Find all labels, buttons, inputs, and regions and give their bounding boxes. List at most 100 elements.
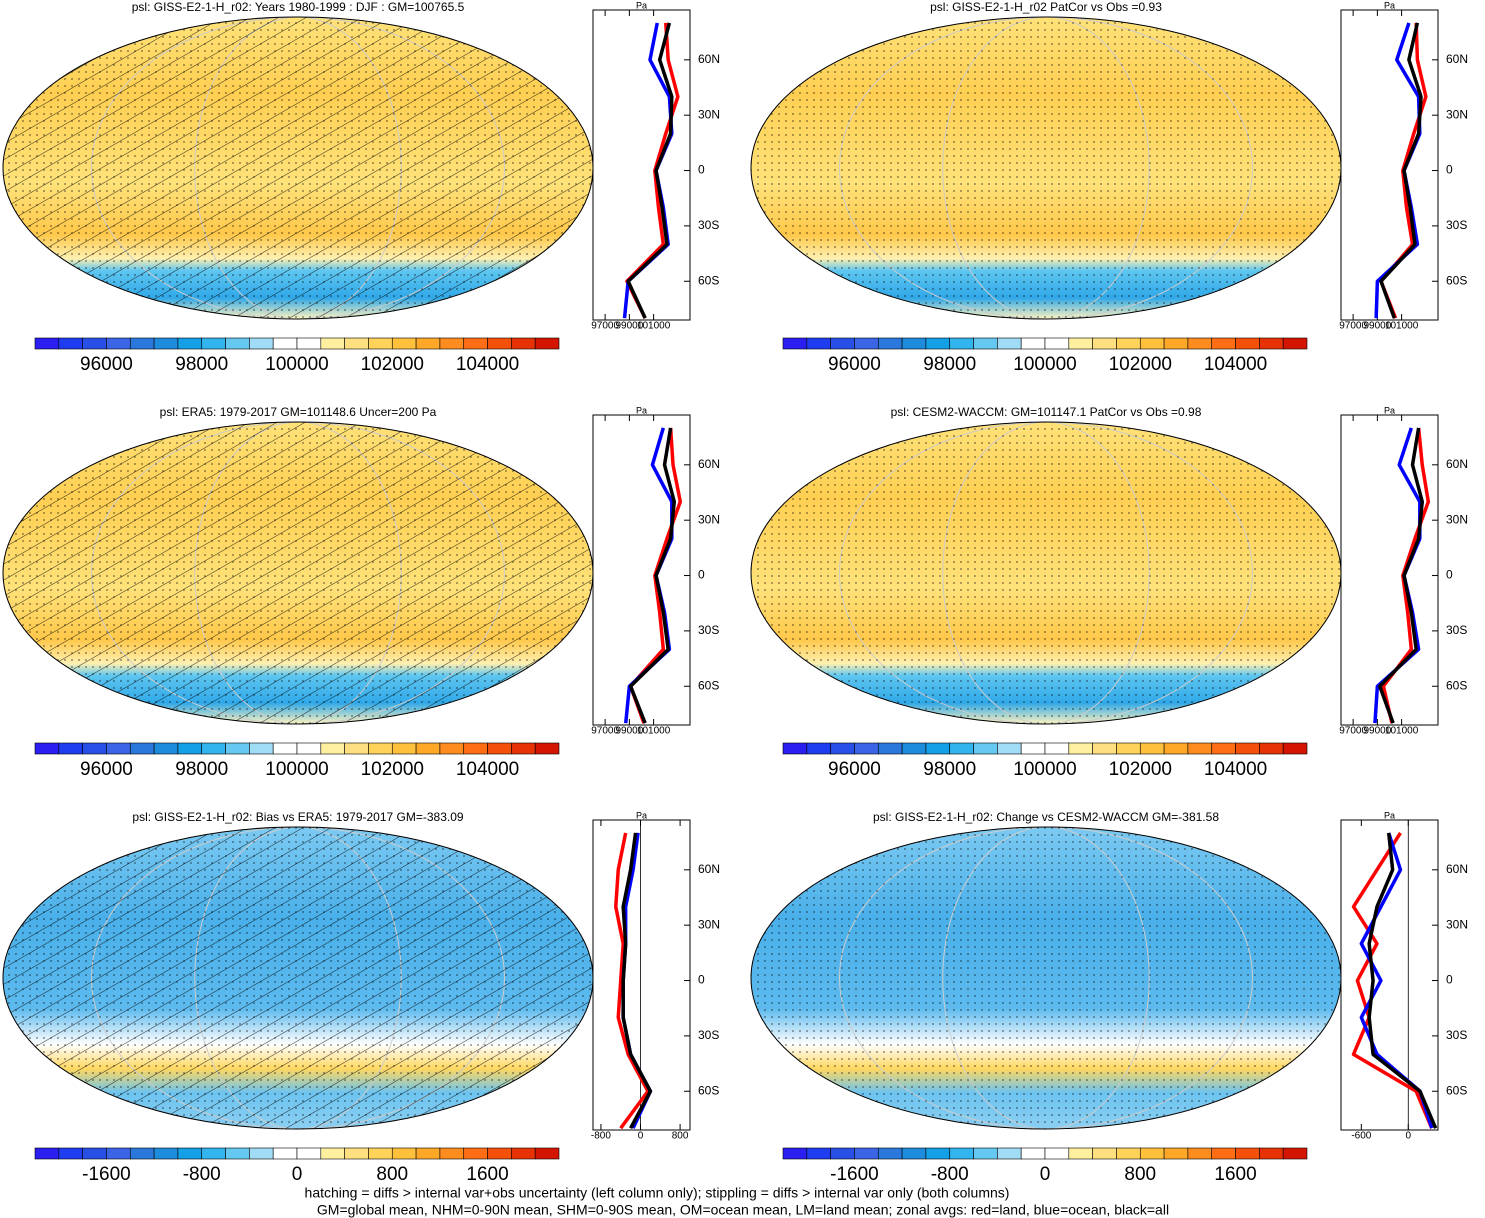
colorbar-box [1282, 337, 1308, 350]
map-hatch [3, 17, 593, 319]
colorbar-box [272, 742, 298, 755]
colorbar-box [1044, 1147, 1070, 1160]
zonal-unit: Pa [1384, 0, 1395, 10]
colorbar-box [973, 742, 998, 755]
colorbar-box [877, 337, 903, 350]
y-tick-label: 0 [698, 973, 705, 987]
colorbar-box [1163, 742, 1189, 755]
colorbar-box [391, 337, 417, 350]
colorbar-box [249, 337, 274, 350]
panel-title: psl: GISS-E2-1-H_r02: Bias vs ERA5: 1979… [132, 810, 463, 824]
colorbar-box [106, 1147, 131, 1160]
colorbar-box [877, 742, 903, 755]
colorbar-box [1092, 742, 1117, 755]
colorbar-box [1139, 742, 1165, 755]
colorbar-box [463, 742, 488, 755]
colorbar-box [1235, 1147, 1260, 1160]
colorbar-box [463, 337, 488, 350]
y-tick-label: 0 [1446, 568, 1453, 582]
y-tick-label: 60S [698, 1083, 719, 1097]
colorbar-box [1282, 742, 1308, 755]
colorbar-label: -1600 [82, 1164, 131, 1185]
colorbar-label: 104000 [456, 759, 519, 780]
x-tick-label: 101000 [637, 321, 671, 332]
colorbar-label: 96000 [80, 759, 133, 780]
y-tick-label: 60N [1446, 862, 1468, 876]
y-tick-label: 30S [698, 218, 719, 232]
colorbar-box [782, 742, 808, 755]
colorbar-box [249, 1147, 274, 1160]
x-tick-label: 97000 [591, 726, 619, 737]
colorbar-box [34, 337, 60, 350]
zonal-line [626, 22, 674, 319]
colorbar-box [1044, 337, 1070, 350]
colorbar-box [1020, 742, 1046, 755]
colorbar-box [534, 1147, 560, 1160]
zonal-unit: Pa [636, 405, 647, 415]
colorbar-box [1259, 742, 1284, 755]
y-tick-label: 60S [1446, 1083, 1467, 1097]
panel-title: psl: ERA5: 1979-2017 GM=101148.6 Uncer=2… [160, 405, 437, 419]
y-tick-label: 30S [1446, 218, 1467, 232]
map-stipple [751, 422, 1341, 724]
zonal-unit: Pa [1384, 405, 1395, 415]
colorbar-box [487, 1147, 512, 1160]
y-tick-label: 60S [698, 678, 719, 692]
x-tick-label: 800 [672, 1131, 689, 1142]
colorbar-box [58, 337, 83, 350]
y-tick-label: 60N [1446, 52, 1468, 66]
zonal-unit: Pa [636, 0, 647, 10]
colorbar-box [806, 1147, 831, 1160]
colorbar-box [201, 1147, 226, 1160]
panel-title: psl: CESM2-WACCM: GM=101147.1 PatCor vs … [891, 405, 1202, 419]
colorbar-box [830, 742, 855, 755]
y-tick-label: 30S [698, 623, 719, 637]
zonal-unit: Pa [636, 810, 647, 820]
y-tick-label: 0 [698, 568, 705, 582]
colorbar-box [1235, 742, 1260, 755]
colorbar-box [925, 337, 951, 350]
panels: psl: GISS-E2-1-H_r02: Years 1980-1999 : … [2, 0, 1468, 1185]
y-tick-label: 0 [1446, 973, 1453, 987]
y-tick-label: 0 [698, 163, 705, 177]
colorbar-box [901, 1147, 927, 1160]
zonal-unit: Pa [1384, 810, 1395, 820]
colorbar-label: 104000 [1204, 759, 1267, 780]
x-tick-label: 97000 [1339, 321, 1367, 332]
x-tick-label: 99000 [1363, 726, 1391, 737]
colorbar-box [854, 742, 879, 755]
panel-title: psl: GISS-E2-1-H_r02: Change vs CESM2-WA… [873, 810, 1219, 824]
y-tick-label: 60S [1446, 678, 1467, 692]
panel: psl: ERA5: 1979-2017 GM=101148.6 Uncer=2… [2, 405, 720, 780]
panel: psl: GISS-E2-1-H_r02 PatCor vs Obs =0.93… [750, 0, 1468, 375]
colorbar-box [534, 742, 560, 755]
zonal-frame [1340, 9, 1439, 321]
zonal-line [622, 22, 674, 319]
colorbar-box [296, 1147, 322, 1160]
colorbar-box [1068, 337, 1093, 350]
y-tick-label: 30N [698, 917, 720, 931]
colorbar-box [854, 337, 879, 350]
colorbar-box [1116, 1147, 1141, 1160]
colorbar-box [391, 1147, 417, 1160]
y-tick-label: 60S [698, 273, 719, 287]
colorbar-box [153, 1147, 179, 1160]
note: hatching = diffs > internal var+obs unce… [305, 1185, 1010, 1201]
x-tick-label: 0 [638, 1131, 644, 1142]
colorbar-box [949, 337, 974, 350]
x-tick-label: 99000 [1363, 321, 1391, 332]
colorbar-box [949, 742, 974, 755]
colorbar-box [511, 742, 536, 755]
map-hatch [3, 827, 593, 1129]
colorbar-box [296, 742, 322, 755]
y-tick-label: 60N [698, 862, 720, 876]
zonal-frame [1340, 819, 1439, 1131]
colorbar-box [901, 742, 927, 755]
panel: psl: GISS-E2-1-H_r02: Years 1980-1999 : … [2, 0, 720, 375]
y-tick-label: 60N [698, 52, 720, 66]
colorbar-box [1187, 742, 1213, 755]
colorbar-box [487, 337, 512, 350]
y-tick-label: 0 [1446, 163, 1453, 177]
colorbar-box [997, 742, 1022, 755]
